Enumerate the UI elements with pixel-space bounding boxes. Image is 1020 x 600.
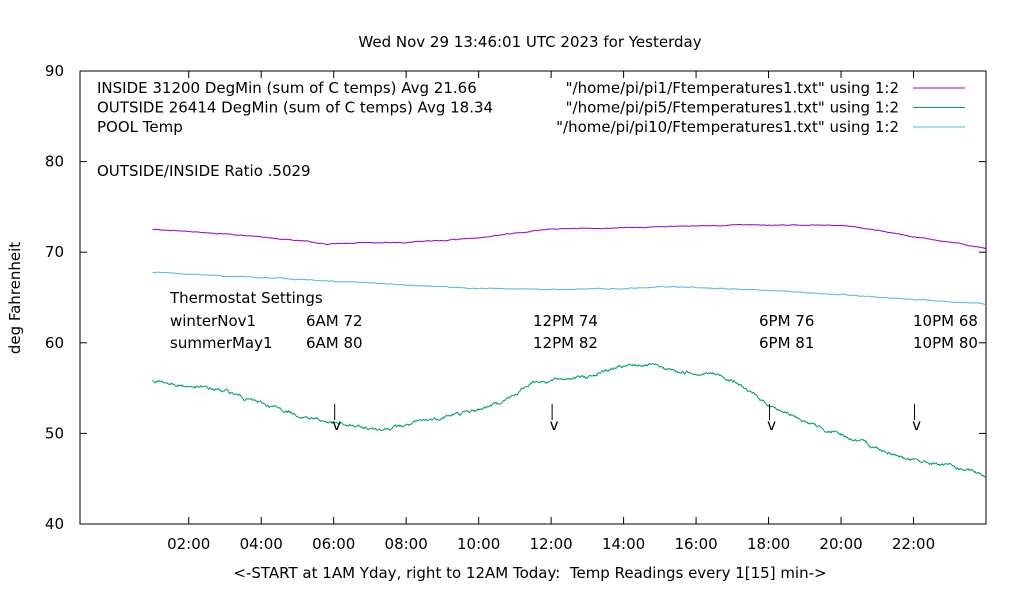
y-tick-label: 50 [45, 424, 64, 442]
thermostat-setting: 6PM 81 [759, 334, 814, 352]
legend: INSIDE 31200 DegMin (sum of C temps) Avg… [97, 79, 965, 136]
x-axis: 02:00 04:00 06:00 08:00 10:00 12:00 14:00 16:00… [167, 71, 935, 553]
chart-title: Wed Nov 29 13:46:01 UTC 2023 for Yesterd… [358, 33, 701, 51]
y-tick-label: 40 [45, 515, 64, 533]
x-axis-label: <-START at 1AM Yday, right to 12AM Today… [233, 564, 826, 582]
series-line-3 [152, 271, 987, 305]
x-tick-label: 08:00 [385, 535, 428, 553]
series-line-2 [152, 362, 987, 479]
x-tick-label: 20:00 [819, 535, 862, 553]
y-axis: 40 50 60 70 80 90 [45, 62, 986, 533]
x-tick-label: 04:00 [240, 535, 283, 553]
legend-file: "/home/pi/pi1/Ftemperatures1.txt" using … [566, 79, 899, 97]
plot-frame [79, 70, 987, 525]
thermostat-setting: 6AM 80 [306, 334, 363, 352]
legend-name: INSIDE 31200 DegMin (sum of C temps) Avg… [97, 79, 477, 97]
thermostat-annotations: OUTSIDE/INSIDE Ratio .5029 Thermostat Set… [97, 162, 978, 434]
thermostat-setting: 10PM 68 [913, 312, 978, 330]
x-tick-label: 16:00 [674, 535, 717, 553]
x-tick-label: 06:00 [312, 535, 355, 553]
arrow-head: v [332, 416, 341, 434]
y-tick-label: 60 [45, 334, 64, 352]
legend-name: POOL Temp [97, 118, 183, 136]
x-tick-label: 18:00 [747, 535, 790, 553]
thermostat-setting: 12PM 74 [533, 312, 598, 330]
ratio-label: OUTSIDE/INSIDE Ratio .5029 [97, 162, 311, 180]
y-tick-label: 70 [45, 243, 64, 261]
arrow-head: v [912, 416, 921, 434]
thermostat-setting: 6AM 72 [306, 312, 363, 330]
x-tick-label: 10:00 [457, 535, 500, 553]
x-tick-label: 12:00 [530, 535, 573, 553]
x-tick-label: 22:00 [892, 535, 935, 553]
x-tick-label: 02:00 [167, 535, 210, 553]
thermostat-setting: 6PM 76 [759, 312, 814, 330]
arrow-head: v [767, 416, 776, 434]
arrow-head: v [550, 416, 559, 434]
thermostat-row-label: winterNov1 [170, 312, 256, 330]
series-line-1 [152, 223, 987, 250]
y-tick-label: 80 [45, 153, 64, 171]
thermostat-row-label: summerMay1 [170, 334, 273, 352]
x-tick-label: 14:00 [602, 535, 645, 553]
series-layer [152, 223, 987, 479]
legend-name: OUTSIDE 26414 DegMin (sum of C temps) Av… [97, 99, 493, 117]
legend-file: "/home/pi/pi10/Ftemperatures1.txt" using… [556, 118, 899, 136]
thermostat-setting: 12PM 82 [533, 334, 598, 352]
thermostat-heading: Thermostat Settings [169, 289, 323, 307]
y-tick-label: 90 [45, 62, 64, 80]
thermostat-setting: 10PM 80 [913, 334, 978, 352]
y-axis-label: deg Fahrenheit [6, 242, 24, 354]
legend-file: "/home/pi/pi5/Ftemperatures1.txt" using … [566, 99, 899, 117]
